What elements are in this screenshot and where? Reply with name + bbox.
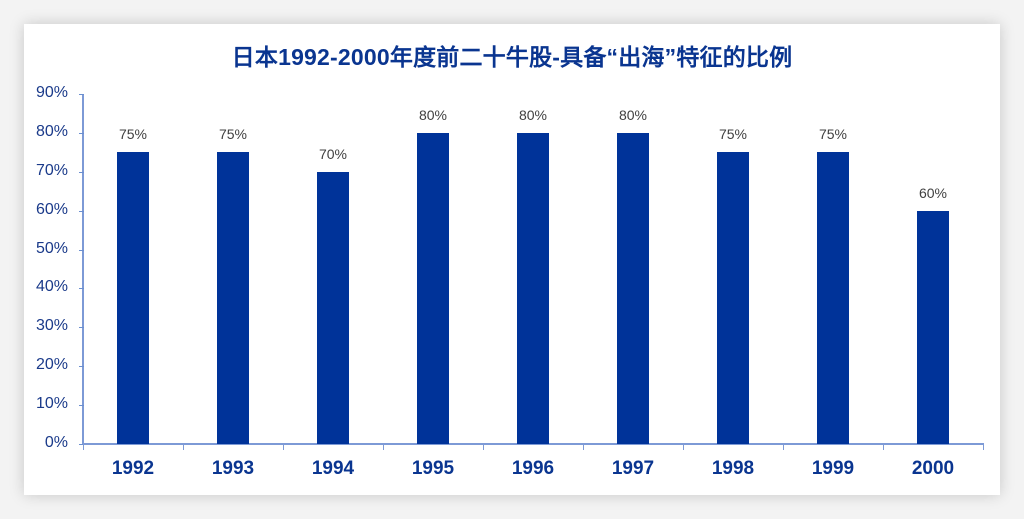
x-tick-label: 1992 [111, 458, 155, 479]
x-tick [83, 443, 84, 450]
bar-1992 [117, 152, 149, 444]
bar-1994 [317, 171, 349, 444]
y-tick-label: 70% [35, 161, 68, 179]
x-tick [883, 443, 884, 450]
bar-1995 [417, 132, 449, 444]
x-tick-label: 1999 [811, 458, 855, 479]
x-tick-label: 1995 [411, 458, 455, 479]
bar-1998 [717, 152, 749, 444]
y-tick-label: 30% [35, 317, 68, 335]
x-tick-label: 1993 [211, 458, 255, 479]
x-tick-label: 1998 [711, 458, 755, 479]
y-tick [79, 132, 84, 134]
x-tick [483, 443, 484, 450]
data-label: 75% [118, 126, 148, 143]
x-tick [983, 443, 984, 450]
data-label: 75% [818, 126, 848, 143]
y-tick [79, 249, 84, 251]
x-tick-label: 2000 [911, 458, 955, 479]
y-tick [79, 288, 84, 290]
chart-title: 日本1992-2000年度前二十牛股-具备“出海”特征的比例 [231, 44, 793, 70]
y-tick [79, 327, 84, 329]
x-tick-label: 1996 [511, 458, 555, 479]
x-tick [283, 443, 284, 450]
x-tick [583, 443, 584, 450]
x-tick-label: 1994 [311, 458, 355, 479]
y-tick-label: 50% [35, 239, 68, 257]
x-tick [183, 443, 184, 450]
bar-1996 [517, 132, 549, 444]
y-tick [79, 405, 84, 407]
data-label: 70% [318, 145, 348, 162]
y-tick [79, 210, 84, 212]
data-label: 80% [518, 106, 548, 123]
y-tick [79, 444, 84, 445]
y-tick-label: 40% [35, 278, 68, 296]
bar-2000 [917, 210, 949, 444]
bar-1997 [617, 132, 649, 444]
data-label: 80% [618, 106, 648, 123]
x-axis [82, 443, 984, 445]
data-label: 60% [918, 184, 948, 201]
x-tick [783, 443, 784, 450]
y-tick-label: 90% [35, 84, 68, 101]
data-label: 75% [218, 126, 248, 143]
y-tick-label: 60% [35, 200, 68, 218]
data-label: 75% [718, 126, 748, 143]
chart-card: 日本1992-2000年度前二十牛股-具备“出海”特征的比例 0% 10% 20% 3… [24, 24, 1000, 495]
bar-1993 [217, 152, 249, 444]
x-tick-label: 1997 [611, 458, 655, 479]
x-tick [383, 443, 384, 450]
y-tick [79, 94, 84, 95]
y-tick-label: 20% [35, 356, 68, 374]
y-tick-label: 0% [44, 434, 68, 451]
data-label: 80% [418, 106, 448, 123]
y-tick [79, 171, 84, 173]
y-tick [79, 366, 84, 368]
y-axis [82, 94, 84, 445]
y-tick-label: 10% [35, 395, 68, 413]
y-tick-label: 80% [35, 122, 68, 140]
x-tick [683, 443, 684, 450]
bar-1999 [817, 152, 849, 444]
